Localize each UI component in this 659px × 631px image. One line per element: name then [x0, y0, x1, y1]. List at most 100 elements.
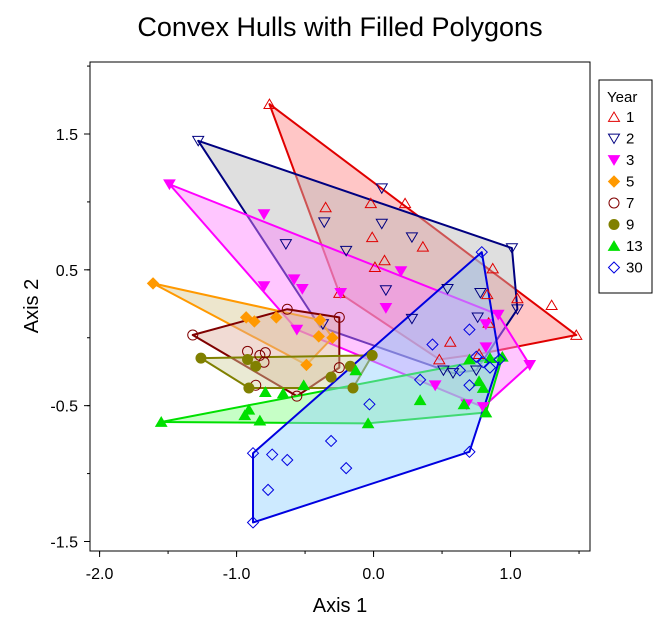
x-axis-label: Axis 1 [313, 595, 367, 617]
point-year-9 [242, 353, 254, 365]
point-year-13 [413, 394, 427, 406]
point-year-1 [545, 299, 559, 311]
hull-year-2 [197, 139, 519, 375]
legend-marker-year-3 [607, 155, 621, 166]
legend-label-year-1: 1 [626, 109, 634, 126]
point-year-30 [413, 373, 427, 387]
point-year-7 [333, 311, 345, 323]
point-year-2 [446, 368, 460, 379]
point-year-1 [365, 231, 379, 243]
point-year-30 [476, 355, 490, 369]
point-year-2 [375, 218, 389, 230]
point-year-5 [313, 313, 327, 327]
point-year-30 [463, 323, 476, 336]
point-year-13 [463, 353, 476, 365]
point-year-3 [287, 274, 301, 286]
point-year-1 [319, 201, 332, 213]
y-tick-label: -1.5 [50, 534, 78, 551]
point-year-30 [426, 338, 439, 351]
point-year-30 [261, 483, 275, 497]
point-year-1 [364, 197, 378, 209]
legend-label-year-7: 7 [626, 195, 634, 212]
point-year-1 [368, 261, 382, 273]
point-year-3 [479, 319, 493, 331]
x-tick-label: -1.0 [223, 566, 251, 583]
legend-label-year-5: 5 [626, 174, 634, 191]
point-year-30 [453, 364, 467, 377]
legend-label-year-3: 3 [626, 152, 634, 169]
point-year-13 [238, 409, 252, 421]
point-year-3 [428, 380, 442, 392]
point-year-9 [243, 382, 255, 394]
point-year-30 [463, 379, 476, 392]
hull-year-7 [191, 308, 341, 398]
point-year-2 [191, 135, 205, 147]
point-year-1 [511, 292, 524, 304]
point-year-2 [471, 312, 485, 324]
point-year-2 [405, 313, 419, 325]
point-year-2 [279, 239, 293, 250]
point-year-2 [511, 304, 524, 316]
x-tick-label: 1.0 [499, 566, 521, 583]
point-year-7 [281, 303, 293, 315]
point-year-7 [291, 390, 303, 402]
point-year-3 [257, 209, 271, 221]
y-tick-label: 1.5 [56, 127, 78, 144]
point-year-5 [146, 277, 160, 290]
y-axis-label: Axis 2 [21, 279, 43, 333]
point-year-3 [479, 342, 493, 354]
point-year-2 [441, 283, 454, 295]
point-year-2 [339, 245, 353, 257]
point-year-2 [505, 243, 519, 255]
point-year-30 [470, 350, 483, 363]
point-year-13 [154, 416, 168, 427]
legend: Year 1 2 3 5 7 9 13 30 [598, 79, 653, 294]
legend-marker-year-7 [608, 197, 620, 209]
point-year-7 [333, 362, 345, 374]
legend-box [598, 79, 653, 294]
legend-marker-year-2 [607, 133, 621, 145]
point-year-13 [276, 387, 290, 399]
point-year-1 [443, 335, 457, 347]
point-year-1 [378, 254, 391, 266]
legend-label-year-30: 30 [626, 260, 643, 277]
point-year-9 [347, 382, 359, 394]
point-year-3 [394, 266, 408, 278]
plot-frame [89, 61, 591, 552]
legend-title: Year [607, 89, 637, 106]
point-year-1 [486, 262, 500, 274]
point-year-1 [480, 288, 494, 300]
point-year-13 [349, 364, 363, 376]
point-year-5 [312, 330, 325, 343]
point-year-1 [398, 197, 412, 209]
point-year-2 [317, 217, 331, 229]
points-layer [146, 98, 583, 529]
chart-title: Convex Hulls with Filled Polygons [137, 12, 543, 42]
x-tick-label: 0.0 [362, 566, 384, 583]
hull-layer [152, 103, 578, 524]
point-year-30 [246, 446, 260, 460]
legend-marker-year-5 [607, 175, 621, 188]
legend-marker-year-30 [607, 261, 621, 274]
legend-marker-year-1 [607, 111, 621, 122]
point-year-13 [258, 386, 272, 397]
point-year-30 [246, 516, 260, 529]
point-year-30 [463, 445, 476, 459]
hull-year-1 [268, 103, 578, 361]
point-year-13 [297, 379, 311, 391]
point-year-1 [416, 240, 430, 252]
point-year-13 [472, 375, 486, 387]
point-year-3 [491, 309, 505, 321]
point-year-30 [363, 398, 376, 411]
point-year-3 [334, 288, 348, 299]
point-year-3 [295, 283, 309, 295]
point-year-3 [523, 360, 537, 371]
point-year-1 [569, 329, 583, 340]
point-year-30 [475, 245, 488, 259]
y-tick-label: -0.5 [50, 399, 78, 416]
point-year-30 [339, 461, 353, 475]
point-year-3 [163, 179, 176, 191]
point-year-5 [248, 315, 261, 328]
point-year-2 [375, 183, 389, 195]
